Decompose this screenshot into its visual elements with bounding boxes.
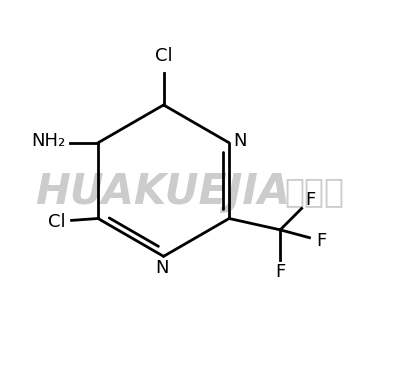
Text: Cl: Cl xyxy=(48,213,66,231)
Text: Cl: Cl xyxy=(155,47,172,65)
Text: F: F xyxy=(275,263,285,281)
Text: HUAKUEJIA: HUAKUEJIA xyxy=(35,171,290,213)
Text: F: F xyxy=(316,232,326,250)
Text: 化学加: 化学加 xyxy=(285,175,345,209)
Text: N: N xyxy=(155,260,168,278)
Text: NH₂: NH₂ xyxy=(32,132,66,150)
Text: F: F xyxy=(305,191,315,209)
Text: N: N xyxy=(233,132,247,150)
